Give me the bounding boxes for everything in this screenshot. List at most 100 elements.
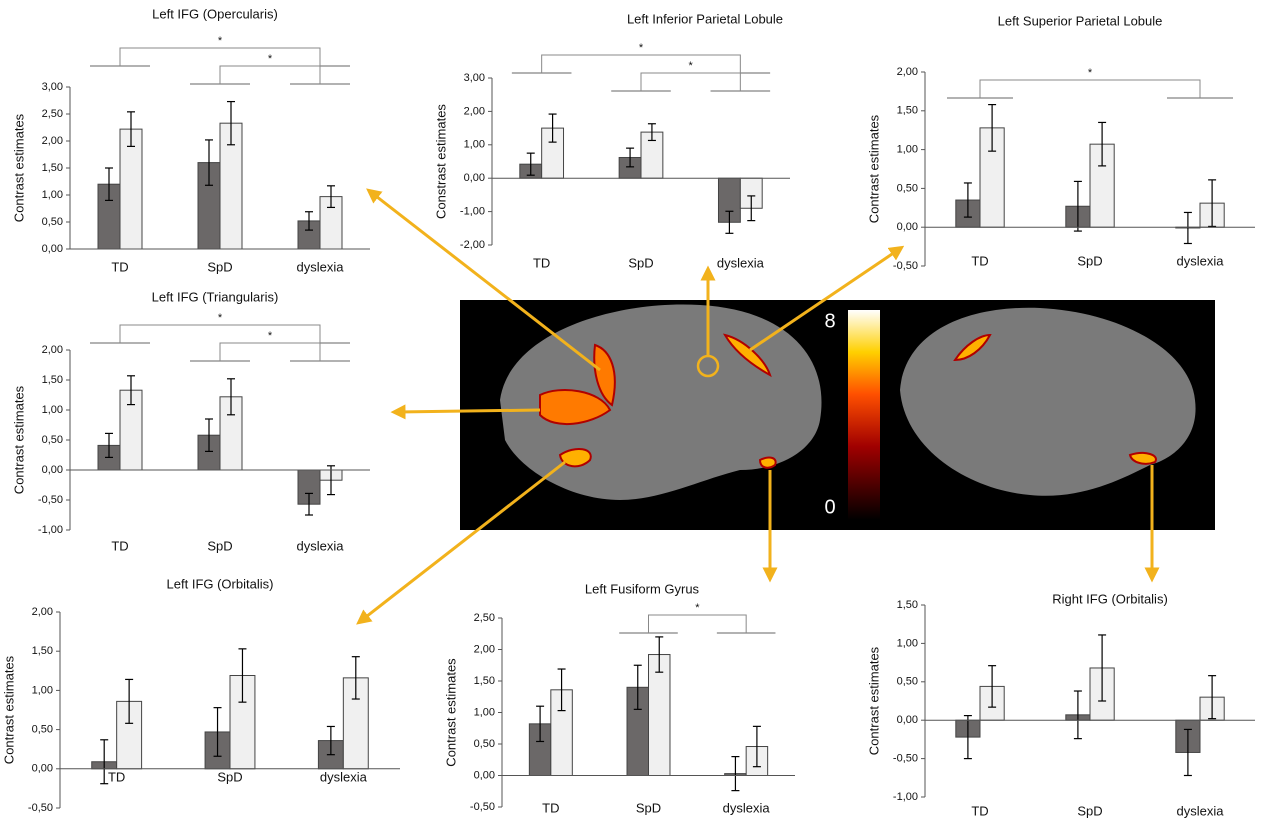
y-tick-label: -0,50 [470, 801, 495, 813]
significance: * [268, 53, 273, 65]
bracket [120, 325, 320, 343]
y-axis-label: Contrast estimates [1, 655, 16, 764]
x-tick-label: TD [533, 255, 550, 270]
significance: * [689, 60, 694, 72]
y-tick-label: 1,00 [32, 684, 53, 696]
y-tick-label: 1,00 [897, 637, 918, 649]
y-tick-label: 1,00 [897, 144, 918, 156]
y-tick-label: -1,00 [460, 206, 485, 218]
y-tick-label: 0,00 [42, 464, 63, 476]
x-tick-label: TD [542, 800, 559, 815]
bracket [220, 66, 320, 84]
colorbar [848, 310, 880, 520]
x-tick-label: dyslexia [297, 538, 345, 553]
y-tick-label: 2,00 [42, 135, 63, 147]
y-tick-label: 1,50 [42, 162, 63, 174]
chart-title: Left IFG (Opercularis) [152, 6, 278, 21]
y-tick-label: 1,50 [897, 105, 918, 117]
y-tick-label: -2,00 [460, 239, 485, 251]
x-tick-label: TD [111, 538, 128, 553]
y-tick-label: 0,50 [42, 216, 63, 228]
y-tick-label: 1,00 [42, 189, 63, 201]
y-axis-label: Contrast estimates [866, 646, 881, 755]
x-tick-label: dyslexia [723, 800, 771, 815]
y-tick-label: 0,00 [897, 714, 918, 726]
y-tick-label: -0,50 [38, 494, 63, 506]
chart-title: Left Fusiform Gyrus [585, 581, 700, 596]
y-tick-label: 0,50 [897, 676, 918, 688]
y-tick-label: 1,50 [474, 675, 495, 687]
chart-title: Left IFG (Triangularis) [152, 289, 279, 304]
chart: Left IFG (Triangularis)Contrast estimate… [11, 289, 370, 553]
chart-title: Left IFG (Orbitalis) [167, 576, 274, 591]
y-tick-label: 0,00 [42, 243, 63, 255]
chart: Left IFG (Orbitalis)Contrast estimates-0… [1, 576, 400, 813]
y-axis-label: Contrast estimates [11, 113, 26, 222]
y-tick-label: 2,50 [474, 612, 495, 624]
y-axis-label: Contrast estimates [866, 114, 881, 223]
y-tick-label: 1,50 [897, 599, 918, 611]
y-tick-label: 0,50 [32, 724, 53, 736]
chart-title: Right IFG (Orbitalis) [1052, 591, 1168, 606]
x-tick-label: SpD [628, 255, 653, 270]
bracket [980, 80, 1200, 98]
colorbar-max: 8 [824, 310, 835, 332]
y-tick-label: 1,50 [32, 645, 53, 657]
y-tick-label: -0,50 [893, 260, 918, 272]
x-tick-label: SpD [1077, 803, 1102, 818]
y-tick-label: 3,00 [42, 81, 63, 93]
y-axis-label: Contrast estimates [443, 658, 458, 767]
colorbar-min: 0 [824, 496, 835, 518]
bracket [220, 343, 320, 361]
y-tick-label: 3,00 [464, 72, 485, 84]
y-tick-label: 0,00 [464, 172, 485, 184]
bracket [120, 48, 320, 66]
x-tick-label: dyslexia [1177, 253, 1225, 268]
chart: Left Superior Parietal Lobule Contrast es… [866, 13, 1255, 271]
x-tick-label: SpD [1077, 253, 1102, 268]
y-tick-label: 2,00 [474, 643, 495, 655]
chart: Left Fusiform Gyrus Contrast estimates -0,… [443, 581, 795, 815]
x-tick-label: dyslexia [320, 769, 368, 784]
y-tick-label: 2,00 [897, 66, 918, 78]
y-tick-label: 1,50 [42, 374, 63, 386]
x-tick-label: TD [108, 769, 125, 784]
y-tick-label: 0,50 [897, 182, 918, 194]
y-tick-label: -1,00 [38, 524, 63, 536]
y-tick-label: -0,50 [893, 753, 918, 765]
chart: Right IFG (Orbitalis)Contrast estimates-… [866, 591, 1255, 818]
y-tick-label: 0,00 [897, 221, 918, 233]
chart: Left IFG (Opercularis) Contrast estimates… [11, 6, 370, 274]
y-tick-label: 0,50 [474, 738, 495, 750]
significance: * [218, 312, 223, 324]
page: 8 0 Left IFG (Opercularis) Contrast estim… [0, 0, 1281, 822]
y-tick-label: 2,50 [42, 108, 63, 120]
bracket [542, 55, 741, 73]
y-tick-label: 1,00 [42, 404, 63, 416]
brain-panel: 8 0 [460, 300, 1215, 530]
x-tick-label: SpD [636, 800, 661, 815]
x-tick-label: dyslexia [1177, 803, 1225, 818]
significance: * [639, 42, 644, 54]
bracket [649, 615, 747, 633]
x-tick-label: TD [971, 803, 988, 818]
bar [120, 129, 142, 249]
chart-title: Left Superior Parietal Lobule [998, 13, 1163, 28]
y-tick-label: 2,00 [42, 344, 63, 356]
y-tick-label: -1,00 [893, 791, 918, 803]
significance: * [695, 602, 700, 614]
arrow [398, 410, 540, 412]
x-tick-label: TD [971, 253, 988, 268]
y-tick-label: 2,00 [32, 606, 53, 618]
y-axis-label: Constrast estimates [433, 104, 448, 219]
figure: 8 0 Left IFG (Opercularis) Contrast estim… [0, 0, 1281, 822]
significance: * [218, 35, 223, 47]
x-tick-label: SpD [207, 259, 232, 274]
bracket [641, 73, 740, 91]
y-tick-label: 1,00 [464, 139, 485, 151]
y-tick-label: 0,00 [474, 769, 495, 781]
y-tick-label: 0,00 [32, 763, 53, 775]
x-tick-label: dyslexia [717, 255, 765, 270]
x-tick-label: dyslexia [297, 259, 345, 274]
